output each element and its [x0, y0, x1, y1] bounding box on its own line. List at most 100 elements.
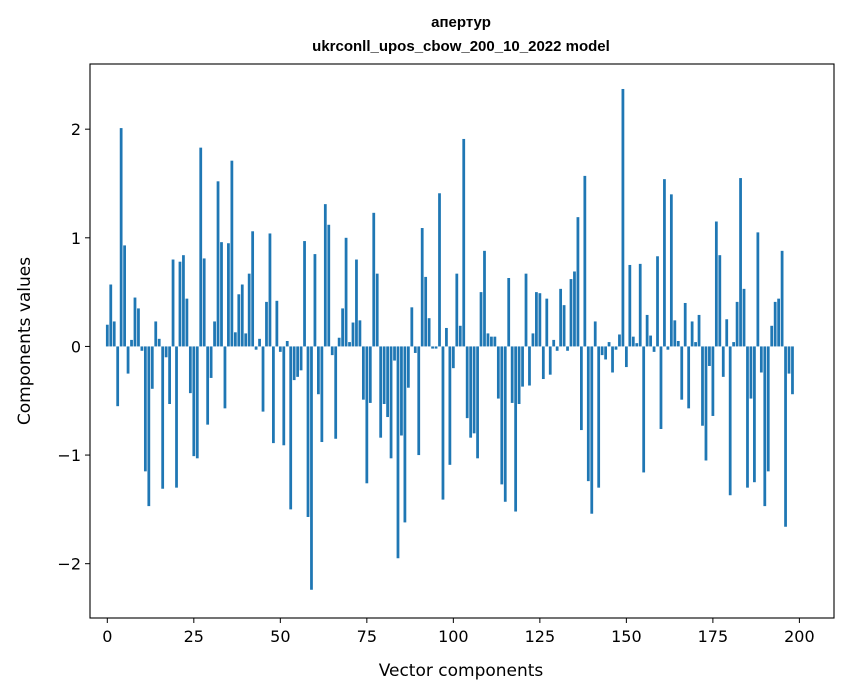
bar [209, 346, 213, 378]
bar [656, 256, 659, 347]
x-tick-label: 25 [184, 627, 204, 646]
bar [503, 346, 507, 502]
bars-group [105, 88, 794, 590]
y-tick-label: −1 [57, 446, 81, 465]
bar [348, 342, 351, 347]
bar [766, 346, 770, 472]
x-tick-label: 75 [357, 627, 377, 646]
y-tick-label: −2 [57, 555, 81, 574]
bar [666, 346, 670, 350]
x-tick-label: 200 [784, 627, 815, 646]
bar [420, 228, 424, 347]
x-tick-label: 100 [438, 627, 469, 646]
bar [164, 346, 168, 358]
y-tick-label: 1 [71, 229, 81, 248]
bar [541, 346, 545, 380]
bar [396, 346, 400, 559]
bar [375, 273, 379, 347]
bar [313, 254, 317, 347]
bar [272, 346, 275, 444]
bar [535, 292, 538, 347]
bar [368, 346, 372, 403]
bar [708, 346, 711, 366]
bar [358, 320, 362, 347]
bar [275, 300, 279, 347]
bar [690, 321, 694, 347]
bar [732, 342, 736, 347]
bar [413, 346, 417, 353]
bar [265, 301, 268, 347]
bar [697, 314, 701, 347]
bar [652, 346, 656, 352]
bar [583, 175, 587, 347]
bar [514, 346, 518, 512]
bar [393, 346, 396, 361]
bar [763, 346, 767, 507]
bar [247, 273, 251, 347]
bar [528, 346, 531, 386]
bar [240, 284, 244, 347]
bar [458, 325, 462, 347]
bar [268, 233, 272, 347]
bar [438, 193, 441, 347]
bar [361, 346, 365, 400]
bar [739, 178, 742, 347]
x-tick-label: 50 [270, 627, 290, 646]
bar [424, 276, 428, 347]
bar [701, 346, 704, 426]
bar [614, 346, 618, 350]
bar [154, 321, 158, 347]
bar [746, 346, 749, 488]
bar [182, 255, 185, 347]
bar [604, 346, 607, 360]
bar [244, 333, 248, 347]
bar [150, 346, 154, 389]
bar [586, 346, 590, 482]
bar [386, 346, 389, 418]
bar [510, 346, 514, 403]
bar [289, 346, 293, 510]
bar [759, 346, 763, 373]
bar [341, 308, 344, 347]
bar [538, 293, 542, 347]
bar [590, 346, 594, 514]
bar [749, 346, 753, 399]
bar [559, 288, 563, 347]
x-tick-label: 0 [102, 627, 112, 646]
bar [137, 308, 140, 347]
bar [621, 88, 625, 347]
bar [258, 338, 261, 347]
bar [147, 346, 151, 507]
bar [683, 302, 687, 347]
bar [445, 327, 448, 347]
bar [777, 298, 781, 347]
bar [192, 346, 196, 457]
bar [410, 307, 414, 347]
bar [237, 294, 241, 347]
bar [573, 271, 576, 347]
bar [317, 346, 320, 395]
bar [462, 138, 466, 347]
plot-frame [89, 63, 835, 619]
x-tick-label: 150 [611, 627, 642, 646]
bar [140, 346, 144, 351]
bar [645, 314, 649, 347]
bar [597, 346, 601, 488]
bar [216, 181, 220, 347]
bar [403, 346, 407, 523]
bar [323, 204, 327, 347]
bar [735, 301, 739, 347]
bar [493, 336, 497, 347]
bar [119, 128, 123, 347]
bar [282, 346, 286, 446]
bar [552, 339, 556, 347]
bar [725, 319, 729, 347]
bar [593, 321, 597, 347]
bar [206, 346, 210, 425]
bar [427, 318, 431, 347]
bar [628, 264, 632, 347]
bar [230, 160, 234, 347]
bar [344, 237, 348, 347]
bar [379, 346, 383, 438]
